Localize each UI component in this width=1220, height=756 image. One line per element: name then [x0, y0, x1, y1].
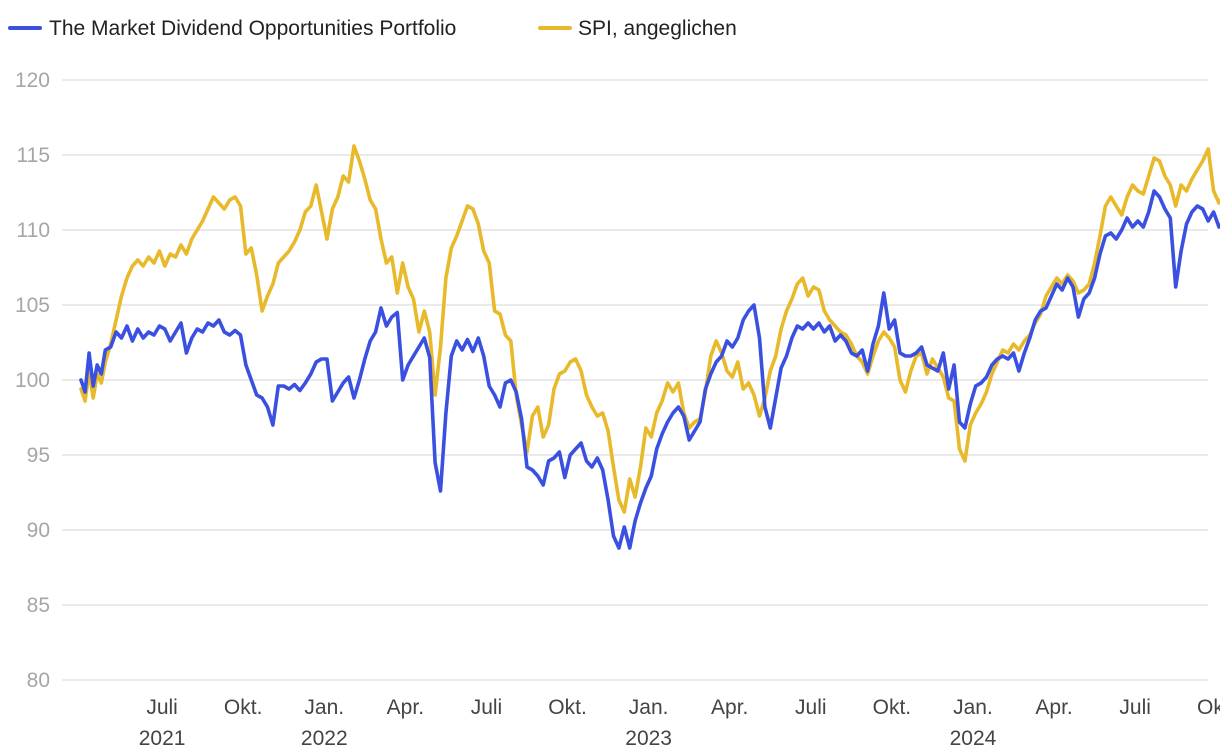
y-tick-label: 95 — [27, 444, 50, 467]
x-tick-label: Okt. — [873, 696, 912, 719]
legend-item-portfolio[interactable]: The Market Dividend Opportunities Portfo… — [8, 17, 456, 40]
legend-item-spi[interactable]: SPI, angeglichen — [538, 17, 737, 40]
gridlines — [62, 79, 1208, 681]
x-tick-year: 2022 — [301, 727, 348, 750]
x-axis: Juli 2021 Okt. Jan. 2022 Apr. Juli Okt. Jan. 2023… — [139, 696, 1220, 750]
x-tick-label: Apr. — [387, 696, 424, 719]
y-tick-label: 120 — [15, 69, 50, 92]
y-tick-label: 100 — [15, 369, 50, 392]
x-tick-year: 2024 — [950, 727, 997, 750]
series-line-portfolio[interactable] — [79, 187, 1220, 550]
x-tick-label: Jan. — [629, 696, 669, 719]
x-tick-label: Juli — [1119, 696, 1151, 719]
y-axis: 80 85 90 95 100 105 110 115 120 — [15, 69, 50, 692]
x-tick-label: Juli — [471, 696, 503, 719]
legend-label-portfolio: The Market Dividend Opportunities Portfo… — [49, 17, 456, 40]
y-tick-label: 110 — [17, 219, 50, 242]
x-tick-year: 2023 — [625, 727, 672, 750]
x-tick-label: Juli — [146, 696, 178, 719]
series-line-spi[interactable] — [79, 144, 1220, 514]
x-tick-label: Jan. — [953, 696, 993, 719]
x-tick-label: Okt. — [1197, 696, 1220, 719]
plot-area — [79, 144, 1220, 550]
y-tick-label: 105 — [15, 294, 50, 317]
y-tick-label: 115 — [17, 144, 50, 167]
x-tick-label: Apr. — [711, 696, 748, 719]
x-tick-label: Apr. — [1035, 696, 1072, 719]
y-tick-label: 90 — [27, 519, 50, 542]
y-tick-label: 85 — [27, 594, 50, 617]
x-tick-label: Okt. — [548, 696, 587, 719]
y-tick-label: 80 — [27, 669, 50, 692]
x-tick-label: Okt. — [224, 696, 263, 719]
legend: The Market Dividend Opportunities Portfo… — [8, 17, 737, 40]
x-tick-year: 2021 — [139, 727, 186, 750]
x-tick-label: Jan. — [304, 696, 344, 719]
x-tick-label: Juli — [795, 696, 827, 719]
legend-label-spi: SPI, angeglichen — [578, 17, 737, 40]
